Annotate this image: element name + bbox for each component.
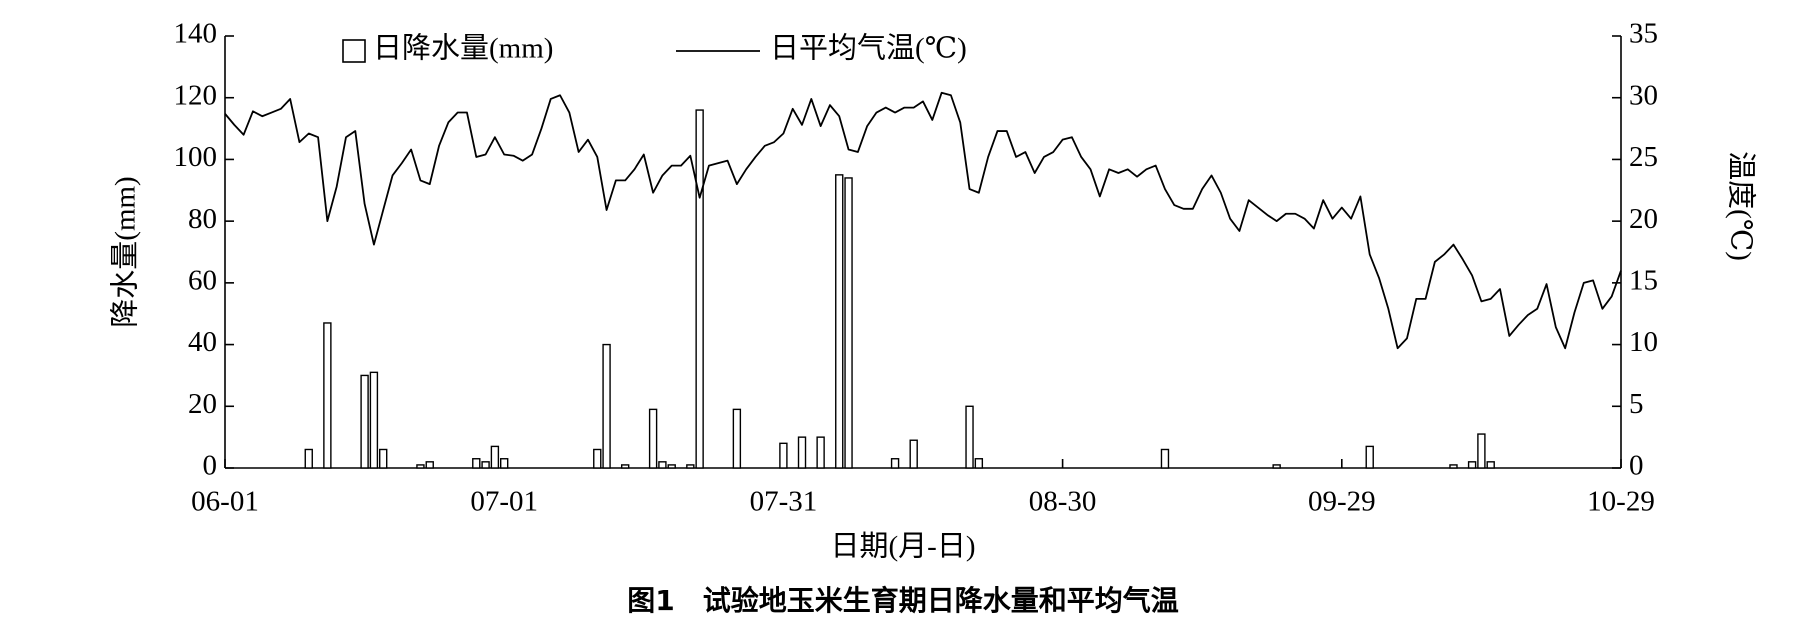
bar xyxy=(620,464,630,469)
bar xyxy=(909,439,918,469)
bar xyxy=(360,374,369,469)
bar xyxy=(965,405,974,469)
bar xyxy=(667,464,676,469)
bar xyxy=(481,461,490,469)
bar xyxy=(816,436,825,469)
bar xyxy=(797,436,807,469)
y2-tick-label: 20 xyxy=(1629,203,1658,235)
bar xyxy=(658,461,667,469)
x-tick-label: 09-29 xyxy=(1308,486,1376,518)
bar xyxy=(844,177,853,469)
bar xyxy=(490,445,500,469)
bar xyxy=(1486,461,1495,469)
bar xyxy=(1449,464,1458,469)
x-tick-label: 07-01 xyxy=(470,486,538,518)
temperature-line xyxy=(224,91,1622,350)
legend-marker xyxy=(342,39,366,63)
x-tick-label: 07-31 xyxy=(750,486,818,518)
bar xyxy=(648,408,658,469)
bar xyxy=(500,458,509,469)
bar xyxy=(732,408,742,469)
x-tick-label: 06-01 xyxy=(191,486,259,518)
y-tick-label: 60 xyxy=(188,265,217,297)
bar xyxy=(1477,433,1486,469)
bar xyxy=(686,464,695,469)
y2-tick-label: 5 xyxy=(1629,388,1644,420)
bar xyxy=(472,458,481,469)
bar xyxy=(304,448,313,469)
bar xyxy=(593,448,602,469)
bar xyxy=(1272,464,1281,469)
bar xyxy=(416,464,425,469)
y2-tick-label: 30 xyxy=(1629,79,1658,111)
bar xyxy=(1467,461,1477,469)
y2-tick-label: 0 xyxy=(1629,450,1644,482)
bar xyxy=(1365,445,1374,469)
y-tick-label: 80 xyxy=(188,203,217,235)
y-axis-label: 降水量(mm) xyxy=(109,176,142,327)
bar xyxy=(1160,448,1170,469)
y2-tick-label: 15 xyxy=(1629,265,1658,297)
bar xyxy=(974,458,984,469)
y-tick-label: 120 xyxy=(174,79,218,111)
y-tick-label: 40 xyxy=(188,326,217,358)
legend-label: 日降水量(mm) xyxy=(373,32,553,65)
bar xyxy=(890,458,900,469)
legend-label: 日平均气温(℃) xyxy=(770,32,967,65)
bar xyxy=(779,442,788,469)
y2-tick-label: 10 xyxy=(1629,326,1658,358)
bar xyxy=(835,174,844,469)
bar xyxy=(379,448,388,469)
y2-tick-label: 25 xyxy=(1629,141,1658,173)
y2-axis-label: 温度(℃) xyxy=(1724,151,1757,261)
bar xyxy=(695,109,704,469)
x-tick-label: 10-29 xyxy=(1587,486,1655,518)
y-tick-label: 100 xyxy=(174,141,218,173)
bar xyxy=(369,371,379,469)
y2-tick-label: 35 xyxy=(1629,18,1658,50)
y-tick-label: 20 xyxy=(188,388,217,420)
y-tick-label: 0 xyxy=(203,450,218,482)
bar xyxy=(425,461,434,469)
x-axis-label: 日期(月-日) xyxy=(831,531,976,563)
chart-title: 图1 试验地玉米生育期日降水量和平均气温 xyxy=(627,584,1179,617)
bar xyxy=(323,322,332,469)
y-tick-label: 140 xyxy=(174,18,218,50)
x-tick-label: 08-30 xyxy=(1029,486,1097,518)
bar xyxy=(602,343,611,469)
